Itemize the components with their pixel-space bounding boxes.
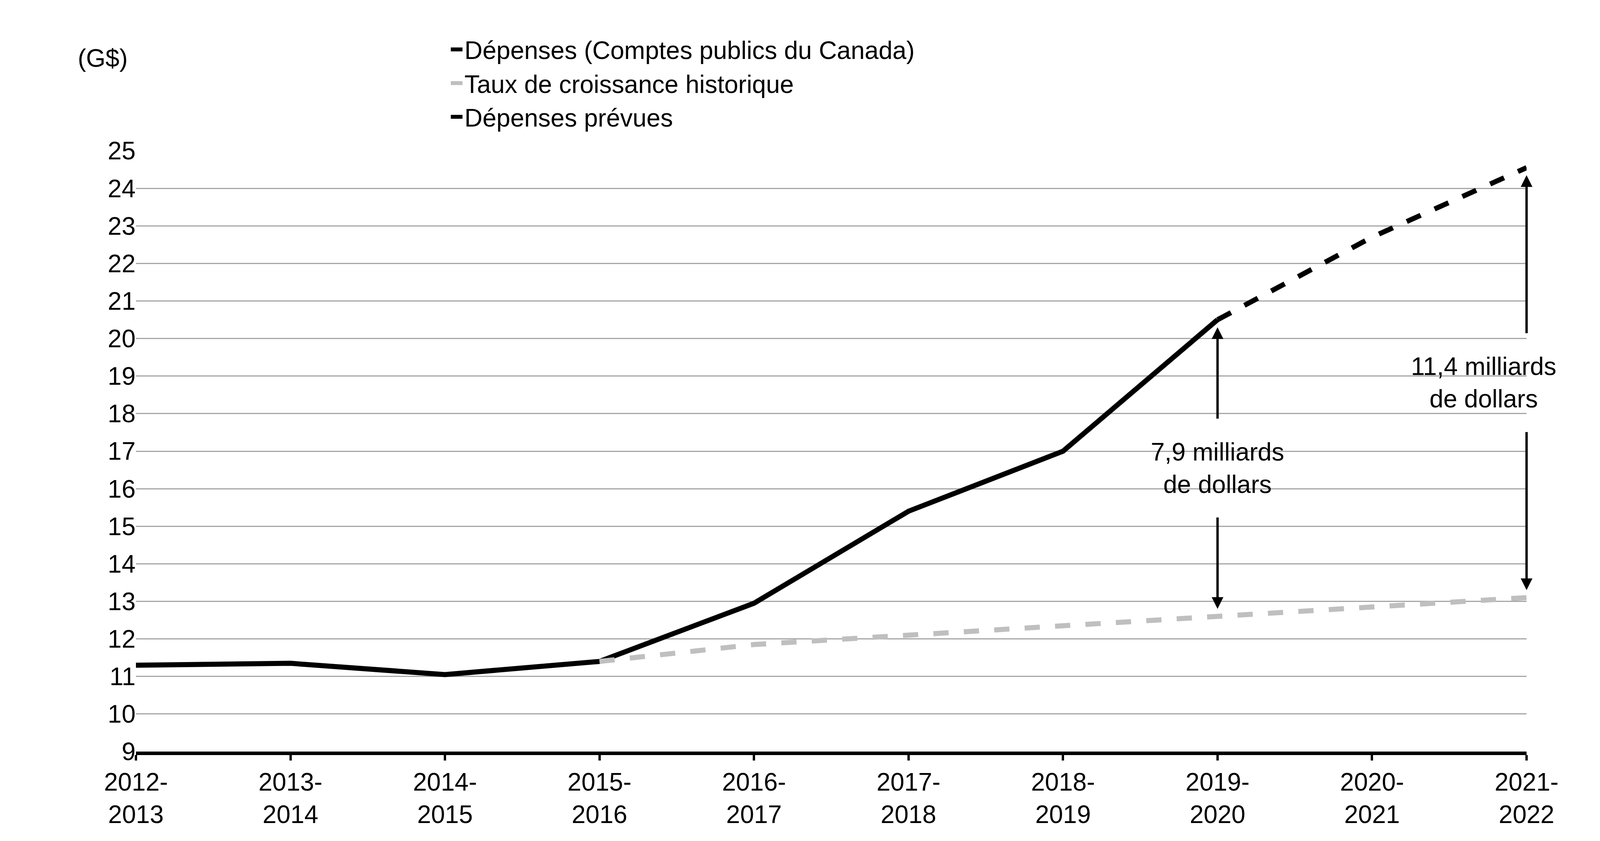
svg-text:2013-2014: 2013-2014 (258, 767, 323, 829)
svg-text:2012-2013: 2012-2013 (103, 767, 168, 829)
svg-text:2016-2017: 2016-2017 (721, 767, 786, 829)
svg-text:12: 12 (107, 625, 136, 654)
svg-text:18: 18 (107, 399, 136, 428)
svg-text:2015-2016: 2015-2016 (567, 767, 632, 829)
svg-text:11,4 milliardsde dollars: 11,4 milliardsde dollars (1410, 352, 1557, 413)
svg-text:11: 11 (109, 662, 136, 691)
svg-text:2017-2018: 2017-2018 (876, 767, 941, 829)
svg-text:Dépenses prévues: Dépenses prévues (464, 103, 674, 133)
svg-text:13: 13 (107, 587, 136, 616)
svg-text:Dépenses (Comptes publics du C: Dépenses (Comptes publics du Canada) (464, 36, 915, 65)
svg-text:2018-2019: 2018-2019 (1030, 767, 1095, 829)
svg-text:25: 25 (107, 136, 136, 165)
svg-text:2021-2022: 2021-2022 (1494, 767, 1559, 829)
svg-text:(G$): (G$) (77, 44, 128, 73)
svg-text:2019-2020: 2019-2020 (1185, 767, 1250, 829)
svg-text:24: 24 (107, 174, 136, 203)
svg-text:14: 14 (107, 550, 136, 579)
svg-text:22: 22 (107, 249, 136, 278)
svg-text:23: 23 (107, 212, 136, 241)
svg-text:15: 15 (107, 512, 136, 541)
svg-text:7,9 milliardsde dollars: 7,9 milliardsde dollars (1150, 437, 1284, 499)
svg-text:20: 20 (107, 324, 136, 353)
svg-text:2020-2021: 2020-2021 (1340, 767, 1405, 829)
svg-text:10: 10 (107, 700, 136, 729)
svg-text:19: 19 (107, 362, 136, 391)
svg-text:21: 21 (107, 287, 136, 316)
svg-text:2014-2015: 2014-2015 (412, 767, 477, 829)
svg-text:9: 9 (121, 737, 136, 766)
svg-text:Taux de croissance historique: Taux de croissance historique (464, 70, 794, 99)
svg-text:17: 17 (107, 437, 136, 466)
svg-text:16: 16 (107, 475, 136, 504)
